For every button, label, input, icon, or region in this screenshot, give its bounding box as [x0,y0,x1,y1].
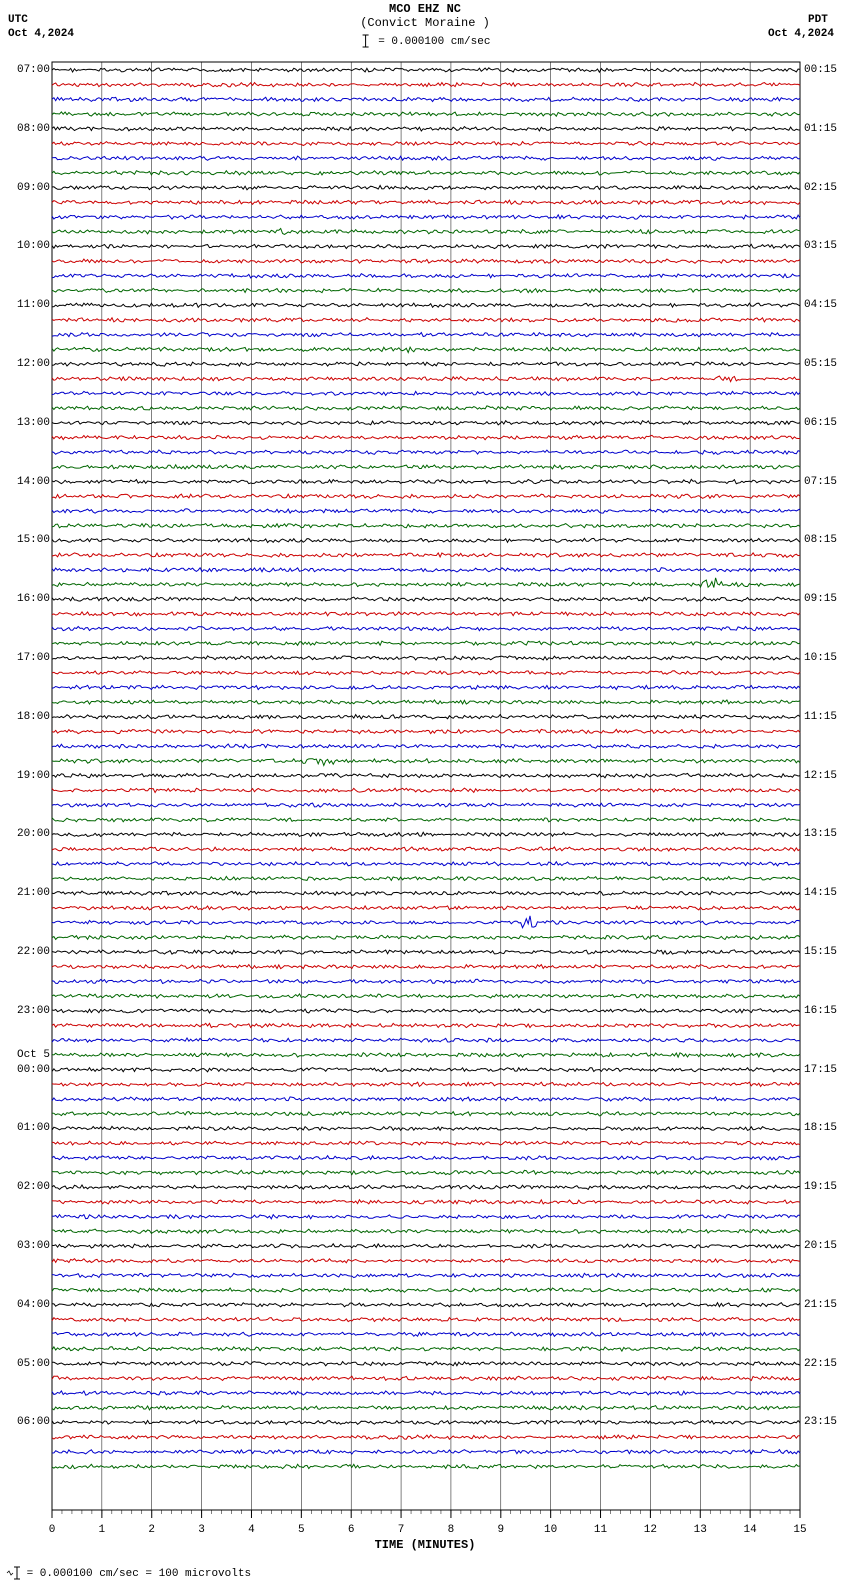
right-time-label: 01:15 [804,123,837,135]
x-tick-label: 2 [148,1524,155,1536]
left-time-label: 00:00 [17,1064,50,1076]
seismogram-plot [0,0,850,1584]
right-time-label: 12:15 [804,770,837,782]
right-time-label: 17:15 [804,1064,837,1076]
left-time-label: 19:00 [17,770,50,782]
left-time-label: 22:00 [17,946,50,958]
left-time-label: 06:00 [17,1416,50,1428]
right-time-label: 16:15 [804,1005,837,1017]
seismogram-container: MCO EHZ NC (Convict Moraine ) UTC Oct 4,… [0,0,850,1584]
x-tick-label: 3 [198,1524,205,1536]
left-time-label: 02:00 [17,1181,50,1193]
right-time-label: 04:15 [804,299,837,311]
left-time-label: 09:00 [17,182,50,194]
right-time-label: 21:15 [804,1299,837,1311]
x-tick-label: 12 [644,1524,657,1536]
right-time-label: 13:15 [804,828,837,840]
right-time-label: 06:15 [804,417,837,429]
right-time-label: 23:15 [804,1416,837,1428]
footer-text: = 0.000100 cm/sec = 100 microvolts [6,1566,251,1580]
x-tick-label: 13 [694,1524,707,1536]
left-time-label: 07:00 [17,64,50,76]
x-tick-label: 4 [248,1524,255,1536]
right-time-label: 20:15 [804,1240,837,1252]
left-time-label: 01:00 [17,1122,50,1134]
left-time-label: 21:00 [17,887,50,899]
right-time-label: 07:15 [804,476,837,488]
left-time-label: 15:00 [17,534,50,546]
right-time-label: 08:15 [804,534,837,546]
left-time-label: 16:00 [17,593,50,605]
left-time-label: 11:00 [17,299,50,311]
right-time-label: 05:15 [804,358,837,370]
left-time-label: 20:00 [17,828,50,840]
x-tick-label: 14 [744,1524,757,1536]
x-tick-label: 8 [448,1524,455,1536]
x-tick-label: 0 [49,1524,56,1536]
right-time-label: 19:15 [804,1181,837,1193]
x-tick-label: 7 [398,1524,405,1536]
right-time-label: 15:15 [804,946,837,958]
left-time-label: 12:00 [17,358,50,370]
left-time-label: 10:00 [17,240,50,252]
left-time-label: Oct 5 [17,1049,50,1061]
left-time-label: 03:00 [17,1240,50,1252]
x-tick-label: 10 [544,1524,557,1536]
x-tick-label: 5 [298,1524,305,1536]
x-tick-label: 15 [793,1524,806,1536]
x-tick-label: 6 [348,1524,355,1536]
left-time-label: 08:00 [17,123,50,135]
right-time-label: 18:15 [804,1122,837,1134]
right-time-label: 02:15 [804,182,837,194]
left-time-label: 04:00 [17,1299,50,1311]
x-tick-label: 9 [497,1524,504,1536]
right-time-label: 11:15 [804,711,837,723]
right-time-label: 00:15 [804,64,837,76]
x-tick-label: 1 [99,1524,106,1536]
x-axis-title: TIME (MINUTES) [375,1538,476,1552]
right-time-label: 09:15 [804,593,837,605]
left-time-label: 18:00 [17,711,50,723]
left-time-label: 23:00 [17,1005,50,1017]
right-time-label: 03:15 [804,240,837,252]
footer-label: = 0.000100 cm/sec = 100 microvolts [27,1568,251,1580]
right-time-label: 10:15 [804,652,837,664]
left-time-label: 13:00 [17,417,50,429]
right-time-label: 14:15 [804,887,837,899]
left-time-label: 05:00 [17,1358,50,1370]
left-time-label: 17:00 [17,652,50,664]
right-time-label: 22:15 [804,1358,837,1370]
left-time-label: 14:00 [17,476,50,488]
x-tick-label: 11 [594,1524,607,1536]
